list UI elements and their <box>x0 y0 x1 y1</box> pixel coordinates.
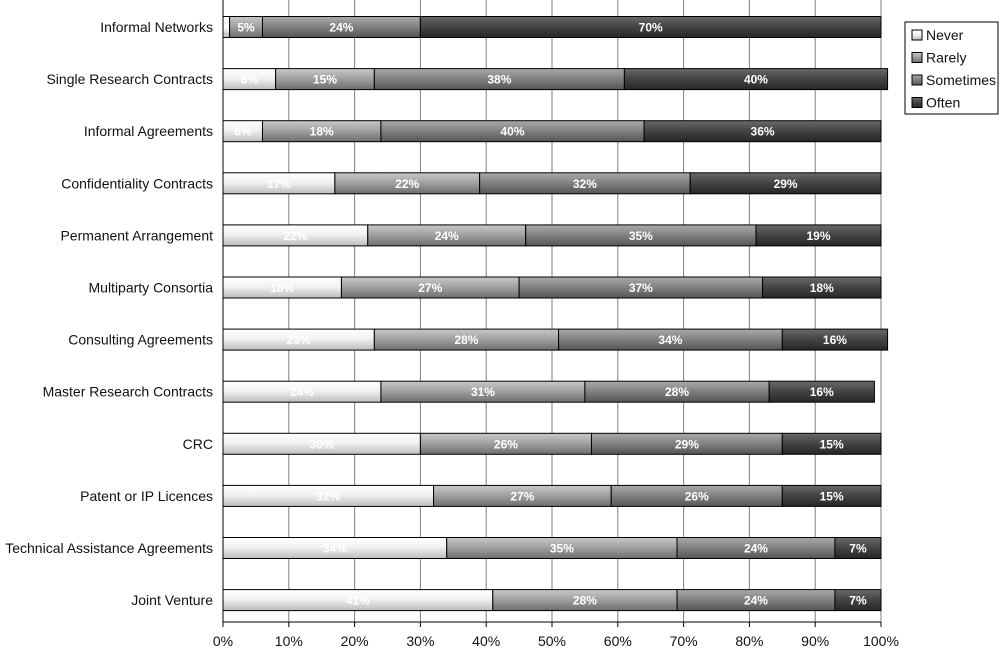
data-label: 7% <box>849 594 867 608</box>
category-label: Single Research Contracts <box>46 71 213 87</box>
legend-swatch <box>911 74 923 86</box>
legend-swatch <box>911 97 923 108</box>
category-label: Technical Assistance Agreements <box>5 540 213 556</box>
data-label: 16% <box>823 333 847 347</box>
bar-segment <box>781 432 882 455</box>
data-label: 19% <box>806 229 830 243</box>
data-label: 22% <box>395 177 419 191</box>
data-label: 29% <box>675 437 699 451</box>
data-label: 27% <box>510 489 534 503</box>
bar-segment <box>762 276 882 299</box>
data-label: 22% <box>283 229 307 243</box>
legend-label: Never <box>926 27 964 43</box>
x-tick-label: 80% <box>735 633 763 649</box>
data-label: 34% <box>658 333 682 347</box>
data-label: % <box>221 21 232 35</box>
data-label: 26% <box>494 437 518 451</box>
data-label: 17% <box>267 177 291 191</box>
x-tick-label: 100% <box>863 633 899 649</box>
legend-swatch <box>911 52 923 63</box>
data-label: 24% <box>329 21 353 35</box>
data-label: 18% <box>310 125 334 139</box>
category-label: Informal Networks <box>100 19 213 35</box>
data-label: 15% <box>313 73 337 87</box>
bar-segment <box>834 589 882 612</box>
bar-segment <box>623 68 889 91</box>
data-label: 41% <box>346 594 370 608</box>
category-label: Informal Agreements <box>84 123 213 139</box>
gridlines <box>288 0 882 622</box>
data-label: 6% <box>234 125 252 139</box>
bar-segment <box>643 120 882 143</box>
data-label: 31% <box>471 385 495 399</box>
bar-segment <box>834 537 882 559</box>
data-label: 36% <box>751 125 775 139</box>
legend: Never Rarely Sometimes Often <box>904 21 999 115</box>
category-label: Multiparty Consortia <box>89 280 214 296</box>
data-label: 5% <box>237 21 255 35</box>
data-label: 35% <box>550 542 574 556</box>
data-label: 29% <box>774 177 798 191</box>
legend-label: Sometimes <box>926 72 996 88</box>
data-label: 28% <box>573 594 597 608</box>
bar-segment <box>781 484 882 507</box>
bars: % 5% 24% 70% Informal Networks 8% 15% 38% 40% Sin… <box>5 16 889 612</box>
x-tick-label: 0% <box>213 633 233 649</box>
data-label: 24% <box>290 385 314 399</box>
data-label: 32% <box>316 489 340 503</box>
legend-label: Often <box>926 95 960 111</box>
data-label: 18% <box>270 281 294 295</box>
category-label: Permanent Arrangement <box>60 227 213 243</box>
category-label: Patent or IP Licences <box>80 488 213 504</box>
category-label: Master Research Contracts <box>43 384 213 400</box>
category-label: Confidentiality Contracts <box>61 175 213 191</box>
axes: 0% 10% 20% 30% 40% 50% 60% 70% 80% 90% 100% <box>213 0 899 649</box>
bar-segment <box>689 172 882 195</box>
data-label: 70% <box>639 21 663 35</box>
x-tick-label: 60% <box>604 633 632 649</box>
data-label: 16% <box>810 385 834 399</box>
data-label: 15% <box>820 437 844 451</box>
data-label: 37% <box>629 281 653 295</box>
bar-segment <box>781 328 889 351</box>
data-label: 24% <box>744 542 768 556</box>
data-label: 24% <box>435 229 459 243</box>
x-tick-label: 90% <box>801 633 829 649</box>
bar-segment <box>755 224 882 247</box>
category-label: Consulting Agreements <box>68 332 213 348</box>
x-tick-label: 70% <box>670 633 698 649</box>
bar-segment <box>768 380 875 403</box>
x-tick-label: 40% <box>472 633 500 649</box>
x-tick-label: 20% <box>341 633 369 649</box>
bar-segment <box>419 16 882 38</box>
data-label: 8% <box>241 73 259 87</box>
legend-swatch <box>911 29 923 41</box>
category-label: Joint Venture <box>131 592 213 608</box>
x-tick-label: 30% <box>406 633 434 649</box>
data-label: 28% <box>454 333 478 347</box>
data-label: 30% <box>310 437 334 451</box>
x-tick-label: 10% <box>275 633 303 649</box>
data-label: 24% <box>744 594 768 608</box>
data-label: 38% <box>487 73 511 87</box>
data-label: 32% <box>573 177 597 191</box>
data-label: 28% <box>665 385 689 399</box>
data-label: 15% <box>820 489 844 503</box>
x-tick-label: 50% <box>538 633 566 649</box>
data-label: 27% <box>418 281 442 295</box>
data-label: 23% <box>287 333 311 347</box>
data-label: 18% <box>810 281 834 295</box>
data-label: 7% <box>849 542 867 556</box>
data-label: 40% <box>501 125 525 139</box>
category-label: CRC <box>183 436 213 452</box>
data-label: 40% <box>744 73 768 87</box>
legend-label: Rarely <box>926 50 966 66</box>
data-label: 34% <box>323 542 347 556</box>
data-label: 26% <box>685 489 709 503</box>
data-label: 35% <box>629 229 653 243</box>
